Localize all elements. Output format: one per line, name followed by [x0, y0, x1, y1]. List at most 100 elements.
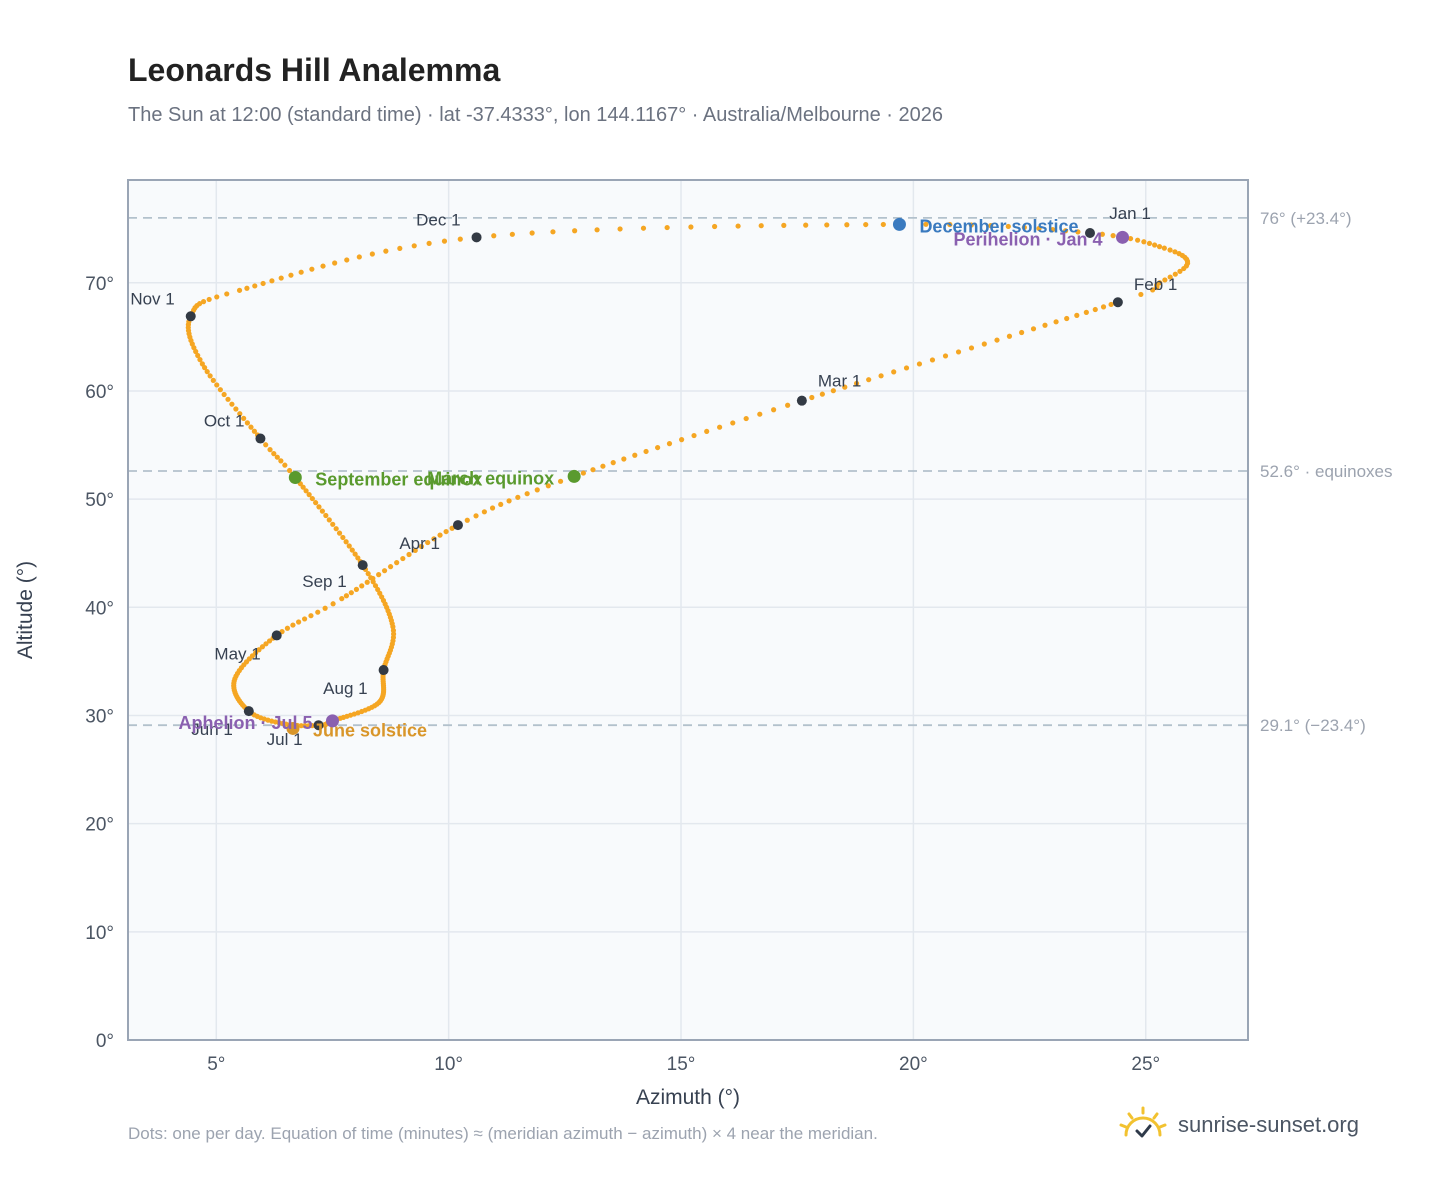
daily-dot: [1030, 326, 1037, 332]
month-marker: [357, 560, 368, 571]
daily-dot: [298, 723, 304, 729]
daily-dot: [600, 463, 606, 469]
daily-dot: [781, 222, 787, 228]
daily-dot: [891, 369, 897, 375]
daily-dot: [336, 530, 343, 536]
month-marker: [185, 311, 196, 322]
daily-dot: [643, 448, 649, 455]
daily-dot: [376, 572, 382, 578]
plot-area: [128, 180, 1248, 1040]
daily-dot: [372, 583, 379, 589]
daily-dot: [343, 539, 349, 545]
daily-dot: [199, 361, 205, 367]
daily-dot: [632, 452, 638, 458]
x-tick-label: 25°: [1131, 1054, 1160, 1075]
daily-dot: [236, 287, 243, 293]
daily-dot: [288, 272, 294, 278]
daily-dot: [1110, 233, 1116, 239]
daily-dot: [1172, 271, 1178, 277]
daily-dot: [200, 299, 207, 305]
daily-dot: [315, 609, 321, 615]
daily-dot: [866, 377, 872, 383]
daily-dot: [803, 222, 809, 228]
daily-dot: [640, 225, 647, 231]
daily-dot: [370, 579, 376, 585]
daily-dot: [437, 532, 443, 538]
daily-dot: [346, 543, 352, 549]
daily-dot: [217, 387, 223, 393]
daily-dot: [929, 357, 936, 363]
daily-dot: [688, 224, 694, 230]
daily-dot: [332, 260, 338, 266]
daily-dot: [269, 278, 275, 284]
month-label: Jul 1: [267, 730, 303, 749]
daily-dot: [300, 484, 306, 490]
daily-dot: [309, 495, 315, 502]
daily-dot: [330, 601, 336, 607]
daily-dot: [308, 613, 314, 619]
daily-dot: [1154, 284, 1160, 291]
daily-dot: [515, 494, 521, 500]
footer-note: Dots: one per day. Equation of time (min…: [128, 1124, 878, 1143]
daily-dot: [330, 521, 336, 527]
reference-line-label: 76° (+23.4°): [1260, 209, 1352, 228]
daily-dot: [271, 451, 277, 457]
daily-dot: [352, 551, 358, 557]
daily-dot: [348, 590, 354, 596]
daily-dot: [509, 231, 515, 237]
chart-subtitle: The Sun at 12:00 (standard time) · lat -…: [128, 104, 943, 126]
daily-dot: [221, 391, 227, 398]
daily-dot: [1036, 225, 1042, 232]
daily-dot: [237, 411, 243, 417]
daily-dot: [333, 526, 339, 532]
daily-dot: [617, 226, 623, 232]
month-marker: [1084, 228, 1095, 239]
daily-dot: [824, 222, 830, 228]
daily-dot: [431, 536, 437, 542]
daily-dot: [387, 564, 394, 570]
daily-dot: [241, 415, 247, 421]
daily-dot: [981, 341, 987, 347]
daily-dot: [443, 528, 449, 535]
event-label: September equinox: [315, 469, 482, 489]
month-marker: [255, 433, 266, 444]
daily-dot: [313, 500, 319, 506]
daily-dot: [757, 411, 763, 417]
daily-dot: [397, 245, 403, 252]
daily-dot: [1005, 223, 1011, 230]
daily-dot: [301, 616, 308, 622]
daily-dot: [400, 555, 406, 562]
daily-dot: [481, 509, 487, 515]
event-label: December solstice: [919, 216, 1078, 236]
daily-dot: [260, 280, 266, 287]
daily-dot: [1138, 291, 1144, 298]
daily-dot: [664, 224, 670, 231]
daily-dot: [214, 382, 220, 388]
daily-dot: [233, 406, 239, 412]
x-tick-label: 5°: [207, 1054, 225, 1075]
daily-dot: [204, 369, 210, 375]
daily-dot: [259, 644, 266, 650]
daily-dot: [267, 447, 273, 453]
daily-dot: [771, 407, 777, 413]
daily-dot: [809, 394, 815, 401]
y-tick-label: 70°: [85, 274, 114, 295]
daily-dot: [309, 266, 315, 272]
daily-dot: [1021, 224, 1027, 231]
daily-dot: [339, 596, 345, 602]
y-axis-title: Altitude (°): [14, 561, 37, 659]
daily-dot: [282, 462, 288, 468]
daily-dot: [580, 470, 586, 476]
reference-line-label: 29.1° (−23.4°): [1260, 716, 1366, 735]
month-marker: [1112, 297, 1123, 308]
daily-dot: [303, 488, 309, 494]
daily-dot: [853, 380, 860, 387]
daily-dot: [878, 373, 884, 379]
daily-dot: [266, 638, 273, 644]
daily-dot: [206, 296, 212, 303]
brand-name: sunrise-sunset.org: [1178, 1112, 1359, 1137]
daily-dot: [1172, 249, 1178, 255]
daily-dot: [923, 221, 929, 227]
daily-dot: [717, 424, 723, 430]
brand-logo[interactable]: sunrise-sunset.org: [1118, 1100, 1388, 1150]
